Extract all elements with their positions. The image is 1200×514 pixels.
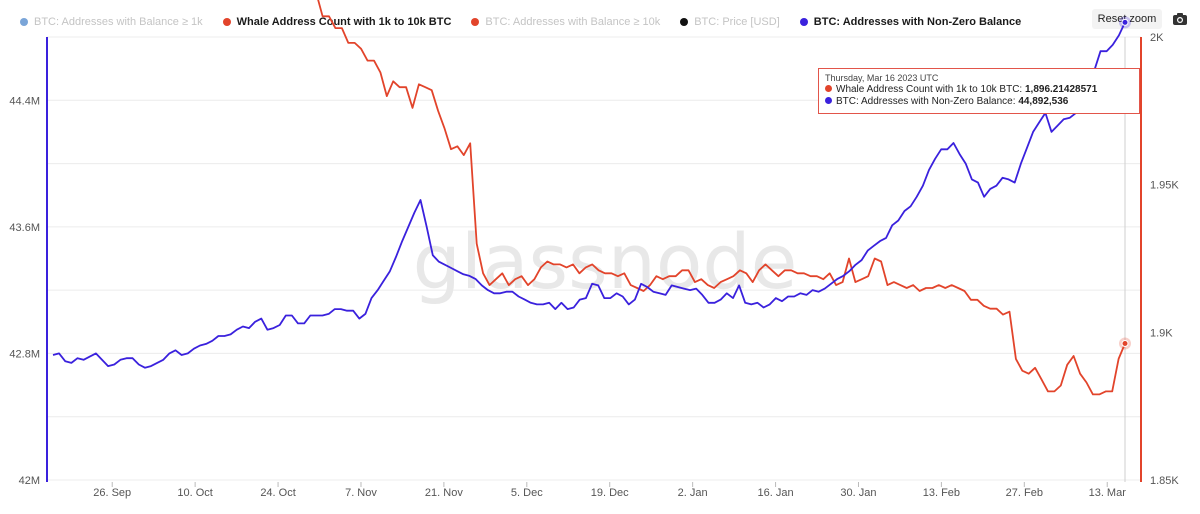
x-tick-label: 24. Oct	[260, 487, 295, 499]
left-axis-ticks: 42M 42.8M 43.6M 44.4M	[9, 95, 40, 487]
tooltip: Thursday, Mar 16 2023 UTC Whale Address …	[818, 68, 1140, 114]
legend-item-3[interactable]: BTC: Price [USD]	[680, 16, 780, 28]
hover-marker	[1121, 18, 1129, 26]
legend-dot	[20, 18, 28, 26]
y-right-tick-label: 1.95K	[1150, 180, 1179, 192]
x-tick-label: 2. Jan	[678, 487, 708, 499]
x-tick-label: 13. Feb	[923, 487, 960, 499]
legend-item-0[interactable]: BTC: Addresses with Balance ≥ 1k	[20, 16, 203, 28]
x-tick-label: 19. Dec	[591, 487, 629, 499]
tooltip-label: BTC: Addresses with Non-Zero Balance:	[836, 96, 1016, 107]
hover-marker	[1121, 340, 1129, 348]
legend-item-1[interactable]: Whale Address Count with 1k to 10k BTC	[222, 16, 452, 28]
tooltip-date: Thursday, Mar 16 2023 UTC	[825, 73, 939, 83]
y-left-tick-label: 42M	[19, 475, 40, 487]
x-tick-label: 16. Jan	[758, 487, 794, 499]
tooltip-row-whale: Whale Address Count with 1k to 10k BTC: …	[825, 84, 1133, 96]
series-line-nonzero-balance	[52, 22, 1126, 369]
x-tick-label: 27. Feb	[1006, 487, 1043, 499]
tooltip-dot-nonzero	[825, 96, 832, 104]
hover-markers	[1119, 16, 1131, 350]
right-axis-ticks: 1.85K 1.9K 1.95K 2K	[1150, 32, 1179, 487]
x-tick-label: 5. Dec	[511, 487, 543, 499]
tooltip-row-nonzero: BTC: Addresses with Non-Zero Balance: 44…	[825, 96, 1133, 108]
legend-label: Whale Address Count with 1k to 10k BTC	[236, 16, 452, 28]
legend-dot	[799, 18, 808, 26]
legend-label: BTC: Price [USD]	[694, 16, 780, 28]
x-tick-label: 26. Sep	[93, 487, 131, 499]
x-tick-label: 21. Nov	[425, 487, 463, 499]
x-tick-label: 7. Nov	[345, 487, 377, 499]
y-left-tick-label: 43.6M	[9, 222, 40, 234]
y-right-tick-label: 1.9K	[1150, 327, 1173, 339]
tooltip-value: 44,892,536	[1018, 96, 1069, 107]
legend: BTC: Addresses with Balance ≥ 1k Whale Ad…	[20, 13, 1041, 31]
legend-dot	[680, 18, 689, 26]
y-left-tick-label: 44.4M	[9, 95, 40, 107]
y-right-tick-label: 2K	[1150, 32, 1164, 44]
legend-item-4[interactable]: BTC: Addresses with Non-Zero Balance	[799, 16, 1022, 28]
tooltip-value: 1,896.21428571	[1024, 84, 1098, 95]
y-left-tick-label: 42.8M	[9, 348, 40, 360]
legend-label: BTC: Addresses with Balance ≥ 10k	[485, 16, 661, 28]
x-tick-label: 10. Oct	[177, 487, 212, 499]
legend-dot	[471, 18, 480, 26]
watermark: glassnode	[413, 217, 798, 306]
reset-zoom-button[interactable]: Reset zoom	[1092, 9, 1162, 29]
legend-item-2[interactable]: BTC: Addresses with Balance ≥ 10k	[471, 16, 660, 28]
x-tick-label: 13. Mar	[1089, 487, 1127, 499]
x-axis-ticks: 26. Sep 10. Oct 24. Oct 7. Nov 21. Nov 5. Dec…	[93, 482, 1126, 499]
tooltip-dot-whale	[825, 84, 832, 92]
legend-label: BTC: Addresses with Balance ≥ 1k	[34, 16, 203, 28]
legend-label: BTC: Addresses with Non-Zero Balance	[813, 16, 1022, 28]
series-line-whale-count	[317, 0, 1126, 396]
series-lines	[52, 0, 1126, 396]
y-right-tick-label: 1.85K	[1150, 475, 1179, 487]
camera-icon[interactable]	[1172, 11, 1188, 27]
tooltip-label: Whale Address Count with 1k to 10k BTC:	[836, 84, 1023, 95]
x-tick-label: 30. Jan	[840, 487, 876, 499]
gridlines	[47, 36, 1141, 481]
legend-dot	[222, 18, 231, 26]
